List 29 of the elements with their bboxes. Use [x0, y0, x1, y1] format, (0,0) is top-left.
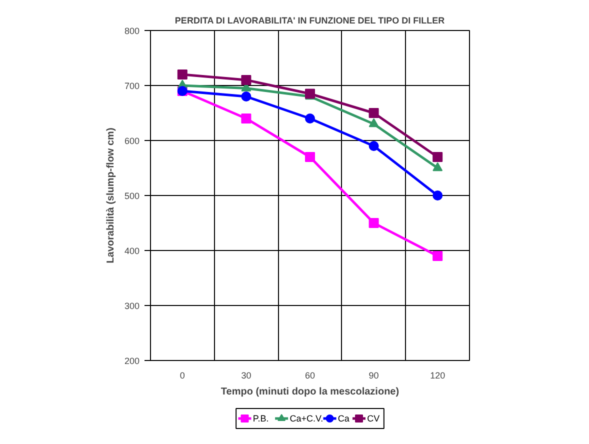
x-tick-label: 90 [368, 370, 379, 380]
y-tick-label: 700 [124, 81, 140, 91]
chart-title: PERDITA DI LAVORABILITA' IN FUNZIONE DEL TIPO DI FILLER [174, 16, 446, 26]
legend-label: P.B. [252, 414, 269, 424]
y-axis-title: Lavorabilità (slump-flow cm) [105, 128, 116, 264]
legend-label: CV [367, 414, 380, 424]
y-tick-label: 400 [124, 246, 140, 256]
point [241, 114, 252, 124]
y-tick-label: 500 [124, 191, 140, 201]
y-tick-label: 600 [124, 136, 140, 146]
point [305, 152, 315, 162]
y-tick-label: 300 [124, 301, 140, 311]
y-tick-label: 800 [124, 26, 140, 36]
point [305, 114, 315, 124]
legend-label: Ca [338, 414, 350, 424]
x-tick-label: 120 [430, 370, 446, 380]
x-tick-label: 60 [304, 370, 316, 380]
point [368, 141, 379, 151]
point [241, 92, 252, 102]
point [432, 162, 443, 172]
x-tick-label: 0 [180, 370, 185, 380]
point [432, 190, 443, 200]
x-axis-title: Tempo (minuti dopo la mescolazione) [220, 386, 400, 398]
x-tick-label: 30 [241, 370, 252, 380]
point [368, 118, 379, 128]
legend-label: Ca+C.V. [290, 414, 324, 424]
point [368, 218, 379, 228]
point [432, 251, 443, 261]
y-tick-label: 200 [124, 356, 140, 366]
